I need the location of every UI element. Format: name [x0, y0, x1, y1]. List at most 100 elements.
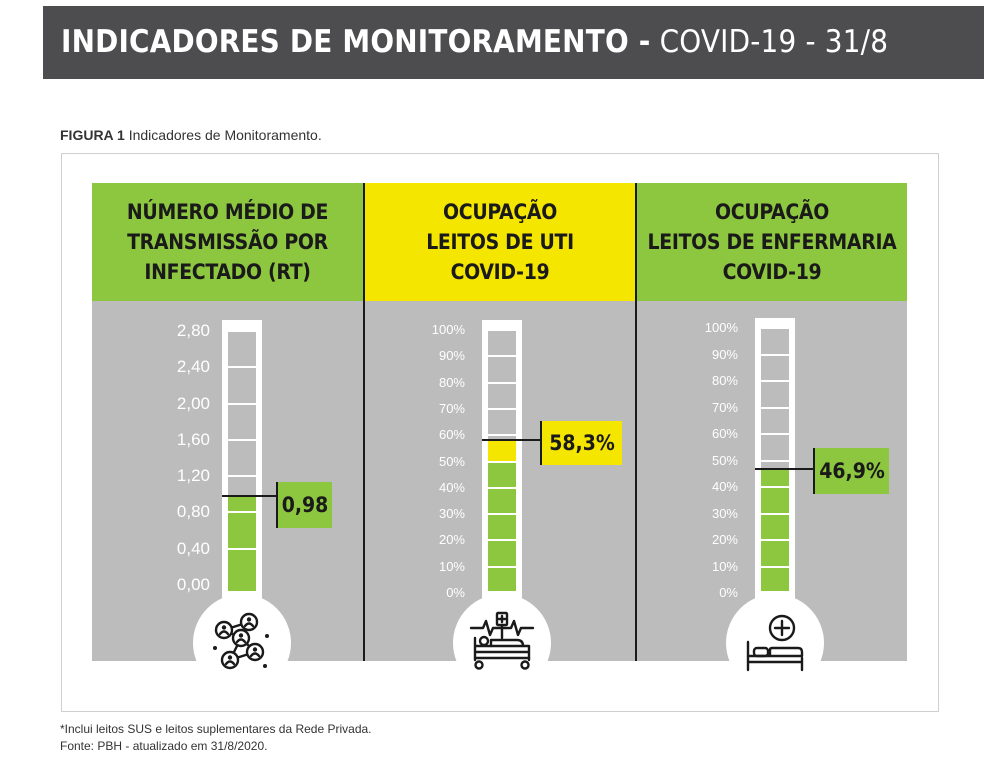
- tick-label: 90%: [438, 348, 465, 364]
- icu-bed-icon: [469, 611, 535, 670]
- tick-label: 60%: [438, 427, 465, 443]
- tick-label: 70%: [711, 399, 738, 415]
- tube-gridline: [761, 406, 789, 409]
- panel-header-1: NÚMERO MÉDIO DE TRANSMISSÃO POR INFECTADO …: [92, 183, 363, 301]
- tick-label: 40%: [711, 479, 738, 494]
- figure-caption-text: Indicadores de Monitoramento.: [128, 127, 322, 143]
- value-fill-highlight: [488, 439, 516, 462]
- panel-title-line: INFECTADO (RT): [144, 260, 311, 284]
- tube-gridline: [228, 511, 256, 514]
- thermometer-inner: [761, 327, 789, 591]
- header-bar: INDICADORES DE MONITORAMENTO - COVID-19 …: [43, 6, 984, 79]
- tick-label: 80%: [711, 373, 738, 388]
- tube-gridline: [761, 327, 789, 329]
- tick-label: 0%: [719, 585, 738, 600]
- tube-gridline: [488, 381, 516, 384]
- value-fill: [488, 461, 516, 591]
- panel-title-line: LEITOS DE ENFERMARIA: [647, 230, 897, 254]
- tick-label: 70%: [438, 400, 465, 416]
- tube-gridline: [228, 402, 256, 405]
- tube-gridline: [488, 513, 516, 516]
- footnote: *Inclui leitos SUS e leitos suplementare…: [60, 722, 372, 736]
- tube-gridline: [488, 329, 516, 331]
- tick-label: 2,40: [176, 357, 210, 377]
- title-bold: INDICADORES DE MONITORAMENTO -: [61, 24, 651, 60]
- tube-gridline: [761, 539, 789, 541]
- tick-label: 60%: [711, 426, 738, 441]
- tick-label: 10%: [711, 558, 738, 574]
- tube-gridline: [488, 434, 516, 437]
- panel-title: NÚMERO MÉDIO DE TRANSMISSÃO POR INFECTADO …: [126, 197, 329, 287]
- tick-label: 10%: [438, 558, 465, 574]
- tube-gridline: [761, 486, 789, 488]
- value-label: 0,98: [278, 482, 332, 528]
- thermometer-tube: [482, 320, 522, 633]
- tick-label: 90%: [711, 346, 738, 362]
- panel-divider-2: [635, 183, 637, 661]
- value-marker-line: [482, 438, 542, 441]
- value-marker-tick: [540, 421, 542, 465]
- panel-divider-1: [363, 183, 365, 661]
- tube-gridline: [761, 380, 789, 382]
- tube-gridline: [761, 512, 789, 515]
- tick-label: 0,40: [176, 538, 210, 558]
- tube-gridline: [761, 459, 789, 462]
- tube-gridline: [228, 330, 256, 332]
- tick-label: 0,80: [176, 502, 210, 522]
- thermometer-bulb: [726, 594, 824, 692]
- panel-title-line: COVID-19: [722, 260, 822, 284]
- tube-gridline: [761, 433, 789, 435]
- tube-gridline: [488, 486, 516, 489]
- tick-label: 100%: [704, 320, 738, 335]
- tube-gridline: [488, 460, 516, 463]
- thermometer-bulb: [453, 594, 551, 692]
- tick-label: 50%: [711, 452, 738, 468]
- tube-gridline: [488, 539, 516, 542]
- panel-title-line: OCUPAÇÃO: [715, 200, 829, 224]
- value-marker-tick: [813, 448, 815, 494]
- tube-gridline: [488, 565, 516, 568]
- value-label: 46,9%: [815, 448, 889, 494]
- thermometer-inner: [488, 329, 516, 591]
- tube-gridline: [488, 355, 516, 358]
- tick-label: 1,60: [176, 429, 210, 449]
- tick-label: 0,00: [176, 575, 210, 594]
- tube-gridline: [228, 475, 256, 478]
- thermometer-inner: [228, 330, 256, 591]
- figure-caption: FIGURA 1 Indicadores de Monitoramento.: [60, 127, 322, 143]
- panel-header-3: OCUPAÇÃO LEITOS DE ENFERMARIA COVID-19: [637, 183, 907, 301]
- tube-gridline: [228, 438, 256, 441]
- tube-gridline: [228, 547, 256, 550]
- tick-label: 100%: [431, 322, 465, 337]
- source-note: Fonte: PBH - atualizado em 31/8/2020.: [60, 739, 268, 753]
- tick-label: 80%: [438, 374, 465, 390]
- panel-header-2: OCUPAÇÃO LEITOS DE UTI COVID-19: [365, 183, 635, 301]
- tick-label: 2,80: [176, 321, 210, 340]
- tube-gridline: [228, 366, 256, 369]
- value-fill: [761, 468, 789, 591]
- panel-title-line: TRANSMISSÃO POR: [127, 230, 328, 254]
- tick-label: 2,00: [176, 393, 210, 413]
- thermometer-tube: [755, 318, 795, 633]
- figure-frame: [61, 153, 939, 712]
- thermometer-tube: [222, 320, 262, 633]
- title-rest: COVID-19 - 31/8: [659, 24, 889, 60]
- tube-gridline: [761, 353, 789, 356]
- panel-title: OCUPAÇÃO LEITOS DE ENFERMARIA COVID-19: [648, 197, 897, 287]
- tube-gridline: [488, 407, 516, 410]
- figure-label: FIGURA 1: [60, 127, 125, 143]
- ward-bed-icon: [746, 614, 804, 672]
- panel-title-line: NÚMERO MÉDIO DE: [126, 200, 329, 224]
- value-fill: [228, 496, 256, 591]
- panel-title-line: LEITOS DE UTI: [426, 230, 574, 254]
- tick-label: 40%: [438, 479, 465, 495]
- tick-label: 50%: [438, 453, 465, 469]
- panel-title-line: COVID-19: [450, 260, 550, 284]
- tick-label: 30%: [711, 505, 738, 521]
- page-title: INDICADORES DE MONITORAMENTO - COVID-19 …: [61, 6, 888, 79]
- tube-gridline: [761, 565, 789, 568]
- panel-title: OCUPAÇÃO LEITOS DE UTI COVID-19: [426, 197, 574, 287]
- tick-label: 0%: [446, 585, 465, 600]
- panel-title-line: OCUPAÇÃO: [443, 200, 557, 224]
- tick-label: 1,20: [176, 466, 210, 486]
